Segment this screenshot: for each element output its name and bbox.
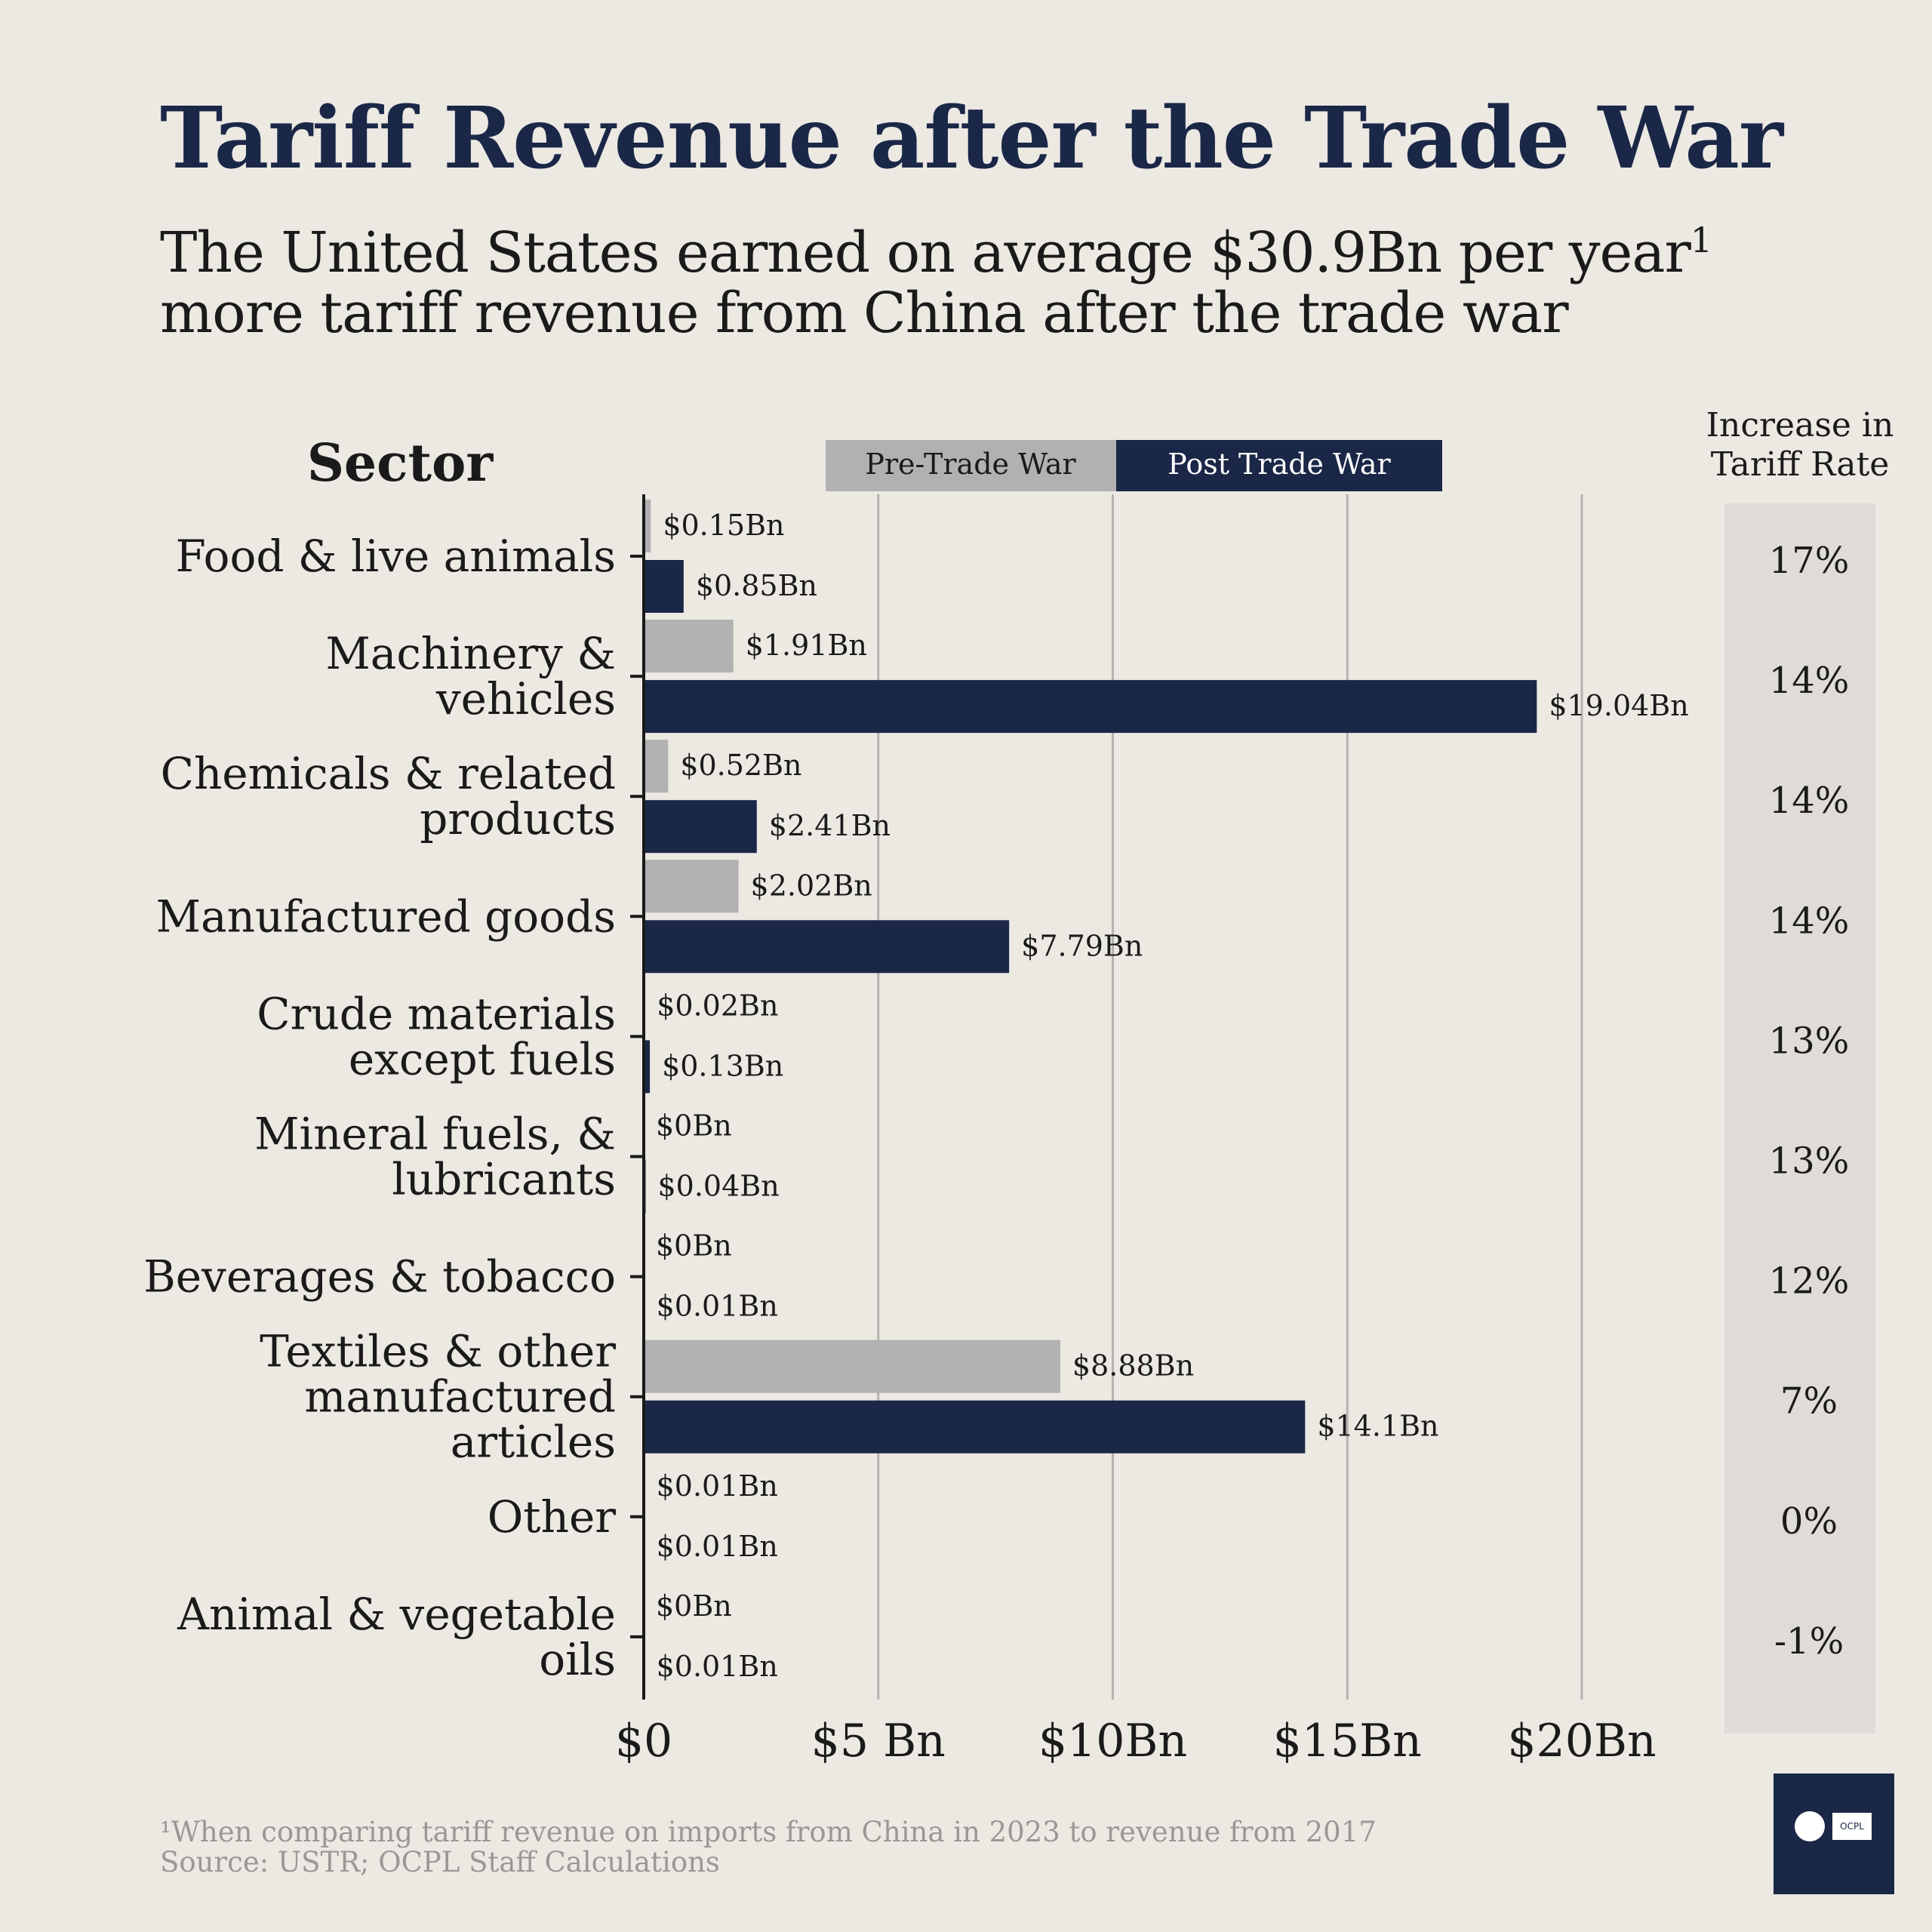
tariff-rate-value: 0% bbox=[1780, 1500, 1838, 1543]
bar-pre-trade-war bbox=[644, 860, 739, 913]
category-label: lubricants bbox=[392, 1154, 616, 1205]
category-label: Animal & vegetable bbox=[177, 1589, 616, 1640]
x-tick-label: $0 bbox=[615, 1715, 672, 1767]
x-tick-label: $15Bn bbox=[1273, 1715, 1422, 1767]
tariff-rate-value: 17% bbox=[1769, 540, 1850, 582]
bar-pre-trade-war bbox=[644, 740, 669, 793]
bar-pre-trade-war bbox=[644, 500, 651, 552]
legend-pre-label: Pre-Trade War bbox=[865, 448, 1076, 481]
bar-pre-trade-war bbox=[644, 1340, 1060, 1393]
footnote-text: ¹When comparing tariff revenue on import… bbox=[160, 1816, 1377, 1848]
data-label-post: $0.01Bn bbox=[657, 1290, 778, 1323]
data-label-post: $0.04Bn bbox=[657, 1170, 779, 1203]
subtitle-footnote-marker: 1 bbox=[1690, 220, 1712, 260]
category-label: Other bbox=[488, 1491, 617, 1543]
category-label: manufactured bbox=[304, 1371, 616, 1423]
subtitle-line-1-text: The United States earned on average $30.… bbox=[160, 220, 1691, 285]
data-label-pre: $1.91Bn bbox=[746, 629, 867, 662]
data-label-pre: $0Bn bbox=[656, 1109, 732, 1143]
tariff-rate-value: 14% bbox=[1769, 660, 1850, 702]
footnote-block: ¹When comparing tariff revenue on import… bbox=[160, 1817, 1377, 1878]
tariff-rate-column-bg bbox=[1724, 503, 1875, 1734]
logo-text: OCPL bbox=[1832, 1813, 1872, 1840]
source-text: Source: USTR; OCPL Staff Calculations bbox=[160, 1846, 720, 1878]
legend-post-label: Post Trade War bbox=[1168, 448, 1391, 481]
tariff-rate-header: Tariff Rate bbox=[1711, 445, 1890, 484]
data-label-post: $0.01Bn bbox=[657, 1650, 778, 1683]
data-label-post: $14.1Bn bbox=[1317, 1410, 1438, 1443]
category-label: Food & live animals bbox=[175, 531, 616, 582]
tariff-rate-value: 7% bbox=[1780, 1380, 1838, 1423]
data-label-pre: $0Bn bbox=[656, 1589, 732, 1623]
category-label: Mineral fuels, & bbox=[254, 1109, 616, 1160]
x-tick-label: $10Bn bbox=[1038, 1715, 1187, 1767]
data-label-post: $19.04Bn bbox=[1549, 689, 1688, 722]
data-label-post: $2.41Bn bbox=[769, 809, 891, 842]
tariff-rate-value: 14% bbox=[1769, 900, 1850, 942]
category-label: Machinery & bbox=[325, 628, 616, 679]
chart-subtitle: The United States earned on average $30.… bbox=[160, 210, 1712, 343]
tariff-rate-value: 13% bbox=[1769, 1140, 1850, 1183]
category-label: Chemicals & related bbox=[161, 748, 616, 799]
bar-post-trade-war bbox=[644, 800, 757, 854]
data-label-post: $0.13Bn bbox=[662, 1049, 783, 1082]
category-label: Crude materials bbox=[257, 988, 616, 1039]
bar-post-trade-war bbox=[644, 1400, 1306, 1454]
category-label: oils bbox=[539, 1634, 616, 1685]
subtitle-line-1: The United States earned on average $30.… bbox=[160, 210, 1712, 283]
chart-title: Tariff Revenue after the Trade War bbox=[160, 89, 1783, 188]
tariff-rate-value: 12% bbox=[1769, 1260, 1850, 1303]
tariff-rate-value: -1% bbox=[1774, 1620, 1844, 1663]
data-label-pre: $0.01Bn bbox=[657, 1469, 778, 1503]
tariff-rate-value: 13% bbox=[1769, 1020, 1850, 1062]
bar-post-trade-war bbox=[644, 680, 1537, 734]
ocpl-logo: OCPL bbox=[1774, 1774, 1894, 1894]
category-label: except fuels bbox=[349, 1033, 616, 1084]
data-label-pre: $0.02Bn bbox=[657, 989, 778, 1022]
x-tick-label: $5 Bn bbox=[811, 1715, 946, 1767]
tariff-rate-value: 14% bbox=[1769, 780, 1850, 822]
bar-post-trade-war bbox=[644, 560, 684, 613]
y-axis-title: Sector bbox=[307, 433, 494, 494]
bar-post-trade-war bbox=[644, 920, 1010, 974]
data-label-post: $0.85Bn bbox=[696, 569, 817, 602]
x-tick-label: $20Bn bbox=[1507, 1715, 1656, 1767]
data-label-pre: $0.15Bn bbox=[663, 509, 784, 542]
category-label: Manufactured goods bbox=[156, 891, 616, 942]
data-label-pre: $0.52Bn bbox=[680, 749, 801, 782]
category-label: articles bbox=[451, 1417, 616, 1468]
data-label-pre: $2.02Bn bbox=[751, 869, 872, 902]
data-label-post: $0.01Bn bbox=[657, 1530, 778, 1563]
data-label-pre: $0Bn bbox=[656, 1229, 732, 1263]
legend-post-swatch bbox=[1116, 440, 1442, 491]
legend-pre-swatch bbox=[826, 440, 1116, 491]
category-label: products bbox=[420, 793, 616, 844]
data-label-pre: $8.88Bn bbox=[1072, 1349, 1194, 1383]
data-label-post: $7.79Bn bbox=[1021, 929, 1143, 962]
tariff-rate-header: Increase in bbox=[1706, 406, 1894, 445]
category-label: vehicles bbox=[435, 673, 616, 724]
category-label: Beverages & tobacco bbox=[143, 1251, 616, 1303]
globe-icon bbox=[1795, 1811, 1825, 1841]
bar-pre-trade-war bbox=[644, 620, 734, 673]
category-label: Textiles & other bbox=[260, 1326, 616, 1377]
bar-post-trade-war bbox=[644, 1040, 651, 1094]
subtitle-line-2: more tariff revenue from China after the… bbox=[160, 281, 1569, 346]
